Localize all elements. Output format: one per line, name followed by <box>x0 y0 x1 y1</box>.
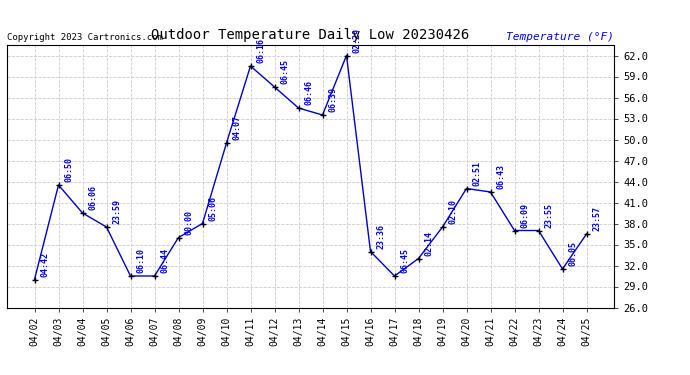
Text: 23:59: 23:59 <box>112 199 121 224</box>
Text: 23:36: 23:36 <box>376 224 385 249</box>
Text: 23:57: 23:57 <box>592 206 601 231</box>
Text: 05:06: 05:06 <box>208 196 217 221</box>
Text: 06:39: 06:39 <box>328 87 337 112</box>
Text: 06:44: 06:44 <box>160 248 169 273</box>
Text: 06:10: 06:10 <box>136 248 145 273</box>
Text: Copyright 2023 Cartronics.com: Copyright 2023 Cartronics.com <box>7 33 163 42</box>
Text: 02:10: 02:10 <box>448 199 457 224</box>
Text: Temperature (°F): Temperature (°F) <box>506 32 614 42</box>
Text: 04:07: 04:07 <box>232 115 241 140</box>
Text: 06:43: 06:43 <box>496 164 505 189</box>
Text: 06:05: 06:05 <box>568 241 577 266</box>
Title: Outdoor Temperature Daily Low 20230426: Outdoor Temperature Daily Low 20230426 <box>151 28 470 42</box>
Text: 06:50: 06:50 <box>64 157 73 182</box>
Text: 06:16: 06:16 <box>256 38 265 63</box>
Text: 06:45: 06:45 <box>400 248 409 273</box>
Text: 06:09: 06:09 <box>520 203 529 228</box>
Text: 04:42: 04:42 <box>40 252 49 277</box>
Text: 23:55: 23:55 <box>544 203 553 228</box>
Text: 02:14: 02:14 <box>424 231 433 256</box>
Text: 06:46: 06:46 <box>304 80 313 105</box>
Text: 02:51: 02:51 <box>472 161 481 186</box>
Text: 06:06: 06:06 <box>88 185 97 210</box>
Text: 02:29: 02:29 <box>352 28 361 53</box>
Text: 00:00: 00:00 <box>184 210 193 235</box>
Text: 06:45: 06:45 <box>280 59 289 84</box>
